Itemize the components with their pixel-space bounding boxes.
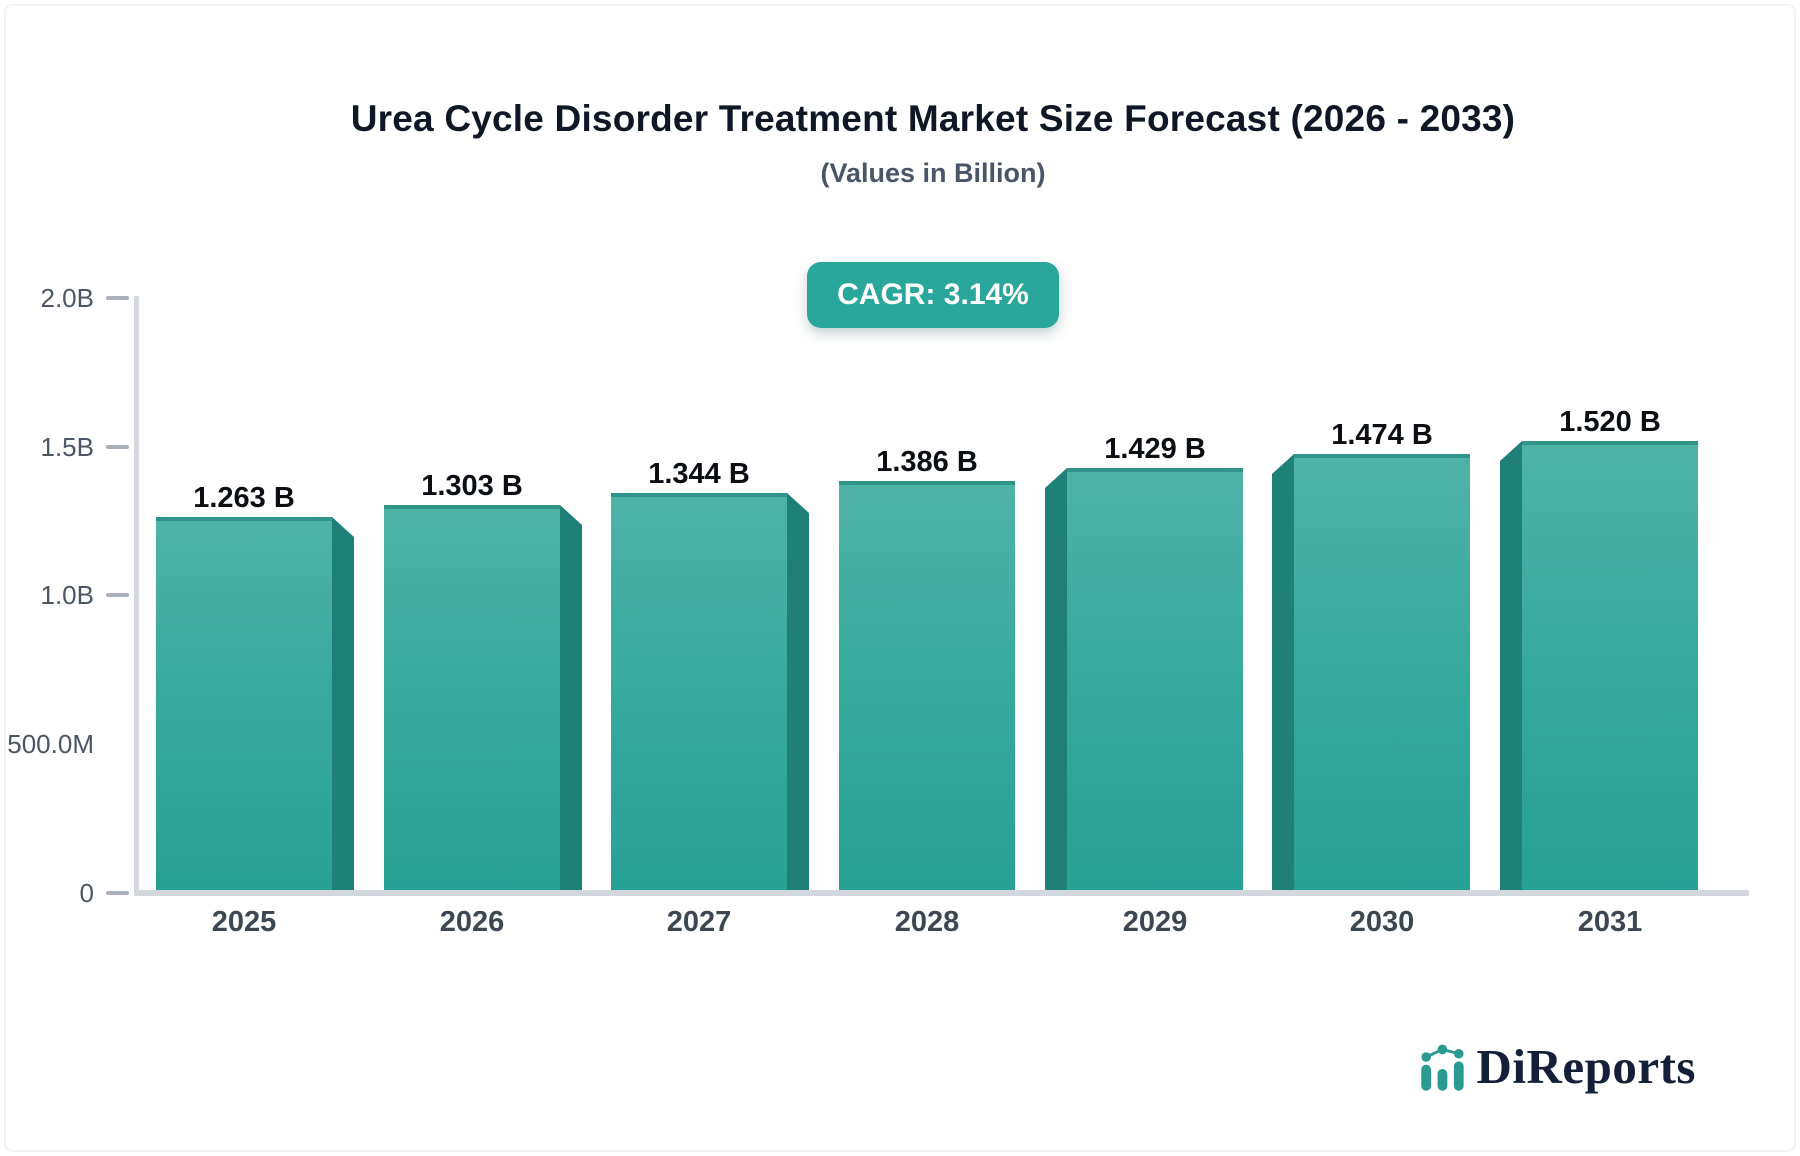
xtick-label-2025: 2025 <box>211 906 277 938</box>
xtick-label-2030: 2030 <box>1349 906 1415 938</box>
cagr-badge-wrap: CAGR: 3.14% <box>76 262 1790 328</box>
bar-chart-logo-icon <box>1421 1044 1465 1091</box>
ytick-dash-2b <box>106 296 129 300</box>
bar-2031[interactable] <box>1522 441 1698 890</box>
bar-value-label-2026: 1.303 B <box>421 470 523 502</box>
bar-side-2030 <box>1272 454 1294 890</box>
bar-2027[interactable] <box>611 493 787 890</box>
xtick-label-2028: 2028 <box>894 906 960 938</box>
bar-value-label-2025: 1.263 B <box>193 482 295 514</box>
chart-subtitle: (Values in Billion) <box>820 158 1046 188</box>
ytick-dash-1-5b <box>106 445 129 449</box>
ytick-label-500m: 500.0M <box>7 729 94 759</box>
ytick-dash-0 <box>106 891 129 895</box>
bar-2030[interactable] <box>1294 454 1470 890</box>
ytick-label-1b: 1.0B <box>40 580 95 610</box>
bar-side-2025 <box>332 517 354 890</box>
bar-value-label-2030: 1.474 B <box>1331 419 1433 451</box>
bar-side-2029 <box>1045 468 1067 890</box>
bar-side-2027 <box>787 493 809 890</box>
bar-2029[interactable] <box>1067 468 1243 890</box>
y-axis-line <box>134 296 139 890</box>
ytick-label-2b: 2.0B <box>40 283 95 313</box>
chart-title: Urea Cycle Disorder Treatment Market Siz… <box>350 98 1516 139</box>
bar-2026[interactable] <box>384 505 560 890</box>
brand-logo-text: DiReports <box>1476 1038 1696 1094</box>
ytick-label-1-5b: 1.5B <box>40 432 95 462</box>
cagr-badge: CAGR: 3.14% <box>807 262 1059 328</box>
bar-value-label-2028: 1.386 B <box>876 446 978 478</box>
bar-side-2026 <box>560 505 582 890</box>
brand-logo[interactable]: DiReports <box>1418 1034 1696 1098</box>
chart-card: Urea Cycle Disorder Treatment Market Siz… <box>4 4 1796 1152</box>
bar-2028[interactable] <box>839 481 1015 890</box>
xtick-label-2029: 2029 <box>1122 906 1188 938</box>
xtick-label-2026: 2026 <box>439 906 505 938</box>
bar-value-label-2031: 1.520 B <box>1559 406 1661 438</box>
ytick-dash-1b <box>106 593 129 597</box>
bar-value-label-2029: 1.429 B <box>1104 433 1206 465</box>
ytick-label-0: 0 <box>79 878 94 908</box>
xtick-label-2027: 2027 <box>666 906 732 938</box>
x-axis-line <box>134 890 1749 896</box>
bar-side-2031 <box>1500 441 1522 890</box>
chart-header: Urea Cycle Disorder Treatment Market Siz… <box>76 98 1790 189</box>
bar-2025[interactable] <box>156 517 332 890</box>
xtick-label-2031: 2031 <box>1577 906 1643 938</box>
bar-value-label-2027: 1.344 B <box>648 458 750 490</box>
